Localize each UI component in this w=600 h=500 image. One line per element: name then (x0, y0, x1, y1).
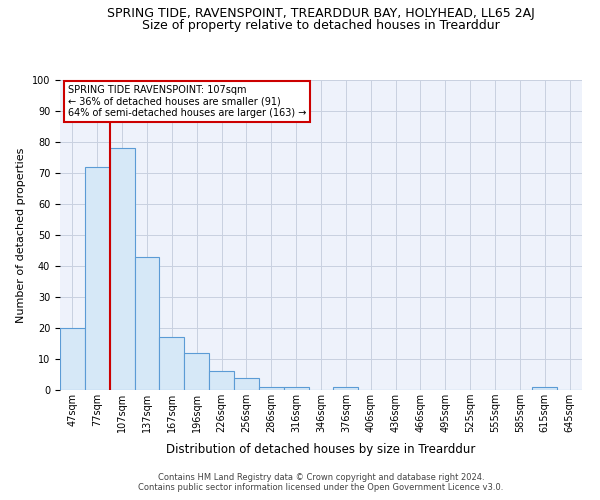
Bar (284, 387, 308, 390)
Y-axis label: Number of detached properties: Number of detached properties (16, 148, 26, 322)
Text: Contains public sector information licensed under the Open Government Licence v3: Contains public sector information licen… (139, 482, 503, 492)
Bar (334, 387, 358, 390)
Text: Contains HM Land Registry data © Crown copyright and database right 2024.: Contains HM Land Registry data © Crown c… (158, 472, 484, 482)
Bar (60, 328, 85, 390)
Text: SPRING TIDE, RAVENSPOINT, TREARDDUR BAY, HOLYHEAD, LL65 2AJ: SPRING TIDE, RAVENSPOINT, TREARDDUR BAY,… (107, 8, 535, 20)
Bar (184, 353, 209, 390)
Bar (110, 148, 134, 390)
Bar (234, 378, 259, 390)
Bar (259, 387, 284, 390)
Text: Size of property relative to detached houses in Trearddur: Size of property relative to detached ho… (142, 18, 500, 32)
Text: SPRING TIDE RAVENSPOINT: 107sqm
← 36% of detached houses are smaller (91)
64% of: SPRING TIDE RAVENSPOINT: 107sqm ← 36% of… (68, 84, 306, 118)
Bar (532, 387, 557, 390)
Bar (134, 256, 160, 390)
Bar (160, 338, 184, 390)
Bar (209, 372, 234, 390)
Text: Distribution of detached houses by size in Trearddur: Distribution of detached houses by size … (166, 442, 476, 456)
Bar (85, 167, 110, 390)
